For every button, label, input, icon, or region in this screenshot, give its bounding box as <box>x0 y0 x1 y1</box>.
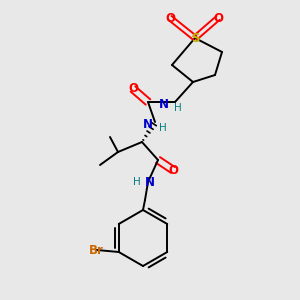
Text: N: N <box>143 118 153 130</box>
Text: H: H <box>133 177 141 187</box>
Text: N: N <box>145 176 155 190</box>
Text: H: H <box>174 103 182 113</box>
Text: O: O <box>128 82 138 95</box>
Text: N: N <box>159 98 169 110</box>
Text: Br: Br <box>89 244 104 256</box>
Text: S: S <box>191 32 199 44</box>
Text: O: O <box>168 164 178 176</box>
Text: O: O <box>165 11 175 25</box>
Text: H: H <box>159 123 167 133</box>
Text: O: O <box>213 11 223 25</box>
